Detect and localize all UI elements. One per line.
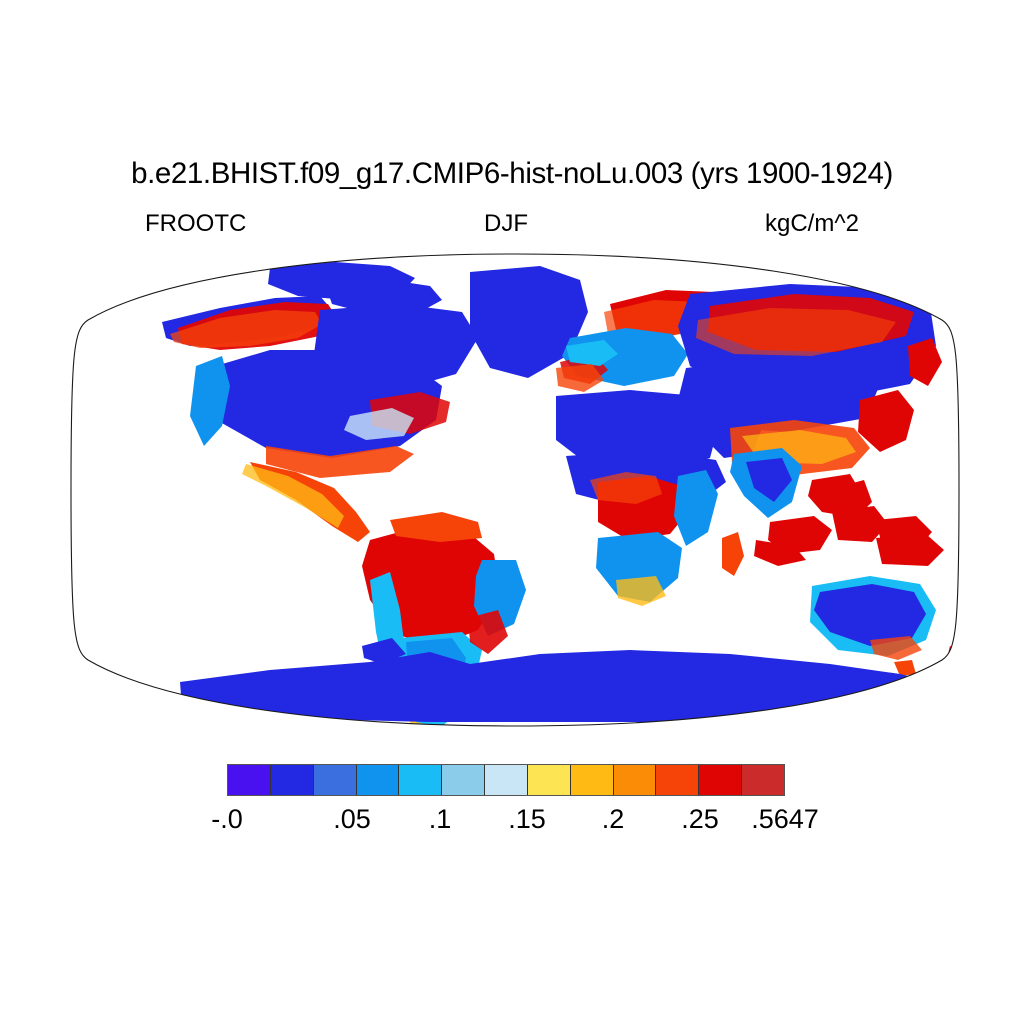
page-title: b.e21.BHIST.f09_g17.CMIP6-hist-noLu.003 … [131,157,893,190]
colorbar-cell-6[interactable] [485,765,528,795]
colorbar-tick-label-1: .05 [333,804,371,834]
colorbar-tick-label-5: .25 [681,804,719,834]
colorbar-tick-label-4: .2 [601,804,625,834]
colorbar-cell-3[interactable] [356,765,400,795]
colorbar-cell-10[interactable] [656,765,700,795]
colorbar-cell-12[interactable] [742,765,784,795]
colorbar-tick-label-3: .15 [508,804,546,834]
season-label: DJF [484,210,528,237]
colorbar-labels: -.0 .05 .1 .15 .2 .25 .5647 [0,806,1024,840]
variable-label: FROOTC [145,210,247,237]
colorbar[interactable] [227,764,785,796]
units-label: kgC/m^2 [765,210,859,237]
colorbar-cell-8[interactable] [570,765,614,795]
map-frame-outline [70,253,960,727]
colorbar-cell-2[interactable] [313,765,357,795]
colorbar-tick-label-0: -.0 [211,804,243,834]
colorbar-cell-1[interactable] [270,765,314,795]
world-map [70,250,960,730]
colorbar-cell-5[interactable] [442,765,486,795]
colorbar-tick-label-6: .5647 [751,804,819,834]
colorbar-cell-7[interactable] [527,765,571,795]
map-svg [70,253,960,727]
colorbar-tick-label-2: .1 [428,804,452,834]
map-data-layer [71,254,959,726]
colorbar-cell-0[interactable] [228,765,271,795]
colorbar-cell-9[interactable] [613,765,657,795]
colorbar-cell-4[interactable] [399,765,443,795]
colorbar-cell-11[interactable] [699,765,743,795]
